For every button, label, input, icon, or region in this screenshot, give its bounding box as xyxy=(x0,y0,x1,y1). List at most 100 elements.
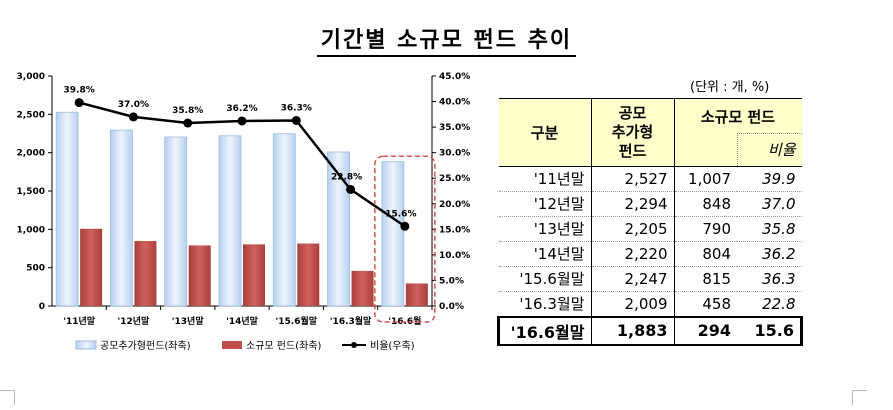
bar-public-fund xyxy=(272,133,296,307)
ratio-point xyxy=(346,184,356,194)
x-tick-label: '15.6월말 xyxy=(276,315,318,327)
table-row: '13년말 2,205 790 35.8 xyxy=(498,215,802,241)
header-ratio: 비율 xyxy=(736,133,802,167)
row-small-fund: 804 xyxy=(673,240,737,266)
left-tick-label: 1,500 xyxy=(17,187,45,197)
right-tick-label: 5.0% xyxy=(439,276,464,286)
table-body: '11년말 2,527 1,007 39.9'12년말 2,294 848 37.0'13년… xyxy=(497,166,803,346)
ratio-point xyxy=(183,118,193,128)
bar-small-fund xyxy=(134,240,157,306)
x-tick-label: '12년말 xyxy=(118,315,151,327)
header-public-line3: 펀드 xyxy=(618,141,647,160)
ratio-point xyxy=(400,221,410,231)
right-tick-label: 30.0% xyxy=(439,149,470,159)
x-tick-label: '11년말 xyxy=(63,315,96,327)
ratio-point xyxy=(291,115,301,125)
row-public-fund: 1,883 xyxy=(590,315,674,346)
row-label: '15.6월말 xyxy=(498,265,591,291)
bar-small-fund xyxy=(243,244,265,306)
ratio-data-label: 39.8% xyxy=(64,86,95,96)
row-ratio: 36.2 xyxy=(737,240,802,266)
legend-swatch-public-fund xyxy=(75,340,97,350)
left-tick-label: 2,500 xyxy=(17,110,45,120)
row-small-fund: 458 xyxy=(673,290,737,317)
corner-mark-left xyxy=(0,390,15,405)
row-label: '12년말 xyxy=(498,190,591,216)
row-ratio: 22.8 xyxy=(737,290,802,317)
table-row: '11년말 2,527 1,007 39.9 xyxy=(499,166,802,191)
bar-public-fund xyxy=(381,161,405,307)
row-ratio: 39.9 xyxy=(762,169,796,188)
right-tick-label: 20.0% xyxy=(439,200,470,210)
fund-table: 구분 공모 추가형 펀드 소규모 펀드 비율 '11년말 2,527 1,007 39… xyxy=(497,98,803,346)
ratio-point xyxy=(237,116,247,126)
x-tick-label: '16.6월 xyxy=(388,315,421,327)
row-label: '16.6월말 xyxy=(497,315,591,346)
row-public-fund: 2,205 xyxy=(590,215,674,241)
chart-legend: 공모추가형펀드(좌축) 소규모 펀드(좌축) 비율(우축) xyxy=(75,340,415,352)
ratio-data-label: 36.3% xyxy=(281,103,312,113)
fund-trend-chart: 0 500 1,000 1,500 2,000 2,500 3,000 0.0% 5.0% 10.… xyxy=(17,72,471,352)
right-tick-label: 10.0% xyxy=(439,251,470,261)
row-label: '11년말 xyxy=(533,170,585,188)
x-tick-label: '13년말 xyxy=(172,315,205,327)
right-tick-label: 25.0% xyxy=(439,174,470,184)
page-title: 기간별 소규모 펀드 추이 xyxy=(0,22,893,57)
row-ratio: 36.3 xyxy=(737,265,802,291)
ratio-point xyxy=(128,112,138,122)
right-tick-label: 15.0% xyxy=(439,225,470,235)
header-small-fund: 소규모 펀드 xyxy=(673,98,802,134)
row-ratio: 35.8 xyxy=(737,215,802,241)
ratio-data-label: 22.8% xyxy=(331,172,362,182)
right-tick-label: 45.0% xyxy=(439,72,470,82)
highlight-box xyxy=(374,155,436,323)
header-public-fund: 공모 추가형 펀드 xyxy=(590,98,674,167)
right-tick-label: 35.0% xyxy=(439,123,470,133)
unit-label: (단위 : 개, %) xyxy=(690,80,770,95)
bar-public-fund xyxy=(218,135,242,307)
legend-label-public-fund: 공모추가형펀드(좌축) xyxy=(100,340,191,352)
ratio-data-label: 35.8% xyxy=(172,106,203,116)
bar-public-fund xyxy=(327,151,350,307)
chart-labels: '11년말 '12년말 '13년말 '14년말 '15.6월말 '16.3월말 '16.6월… xyxy=(63,86,436,327)
chart-axes: 0 500 1,000 1,500 2,000 2,500 3,000 0.0% 5.0% 10.… xyxy=(17,72,471,312)
legend-swatch-small-fund xyxy=(222,341,242,349)
row-ratio: 37.0 xyxy=(737,190,802,216)
row-small-fund: 294 xyxy=(673,315,737,346)
left-tick-label: 3,000 xyxy=(17,72,45,82)
row-public-fund: 2,247 xyxy=(590,265,674,291)
ratio-data-label: 15.6% xyxy=(385,209,416,219)
table-row: '12년말 2,294 848 37.0 xyxy=(498,190,802,216)
header-public-line2: 추가형 xyxy=(611,122,654,141)
ratio-point xyxy=(74,98,84,108)
row-label: '16.3월말 xyxy=(498,290,591,317)
bar-small-fund xyxy=(80,228,103,306)
bar-small-fund xyxy=(188,245,211,306)
row-public-fund: 2,527 xyxy=(590,166,674,191)
row-label: '14년말 xyxy=(498,240,591,266)
row-public-fund: 2,294 xyxy=(590,190,674,216)
row-ratio: 15.6 xyxy=(737,315,803,346)
row-small-fund: 790 xyxy=(673,215,737,241)
x-tick-label: '16.3월말 xyxy=(330,315,372,327)
left-tick-label: 0 xyxy=(39,302,45,312)
table-row: '15.6월말 2,247 815 36.3 xyxy=(498,265,802,291)
row-label: '13년말 xyxy=(498,215,591,241)
bar-small-fund xyxy=(351,270,374,306)
header-gubun: 구분 xyxy=(498,98,591,167)
row-small-fund: 815 xyxy=(673,265,737,291)
ratio-line xyxy=(74,98,410,231)
row-public-fund: 2,009 xyxy=(590,290,674,317)
table-row: '16.3월말 2,009 458 22.8 xyxy=(498,290,802,317)
bar-public-fund xyxy=(55,111,79,307)
title-text: 기간별 소규모 펀드 추이 xyxy=(316,28,577,57)
x-tick-label: '14년말 xyxy=(226,315,259,327)
corner-mark-right xyxy=(852,390,867,405)
chart-bars xyxy=(55,111,428,307)
row-small-fund: 848 xyxy=(673,190,737,216)
row-small-fund: 1,007 xyxy=(673,166,737,191)
header-small-count-blank xyxy=(673,133,737,167)
bar-small-fund xyxy=(405,283,428,306)
bar-public-fund xyxy=(164,136,188,307)
legend-marker-ratio xyxy=(351,342,357,348)
